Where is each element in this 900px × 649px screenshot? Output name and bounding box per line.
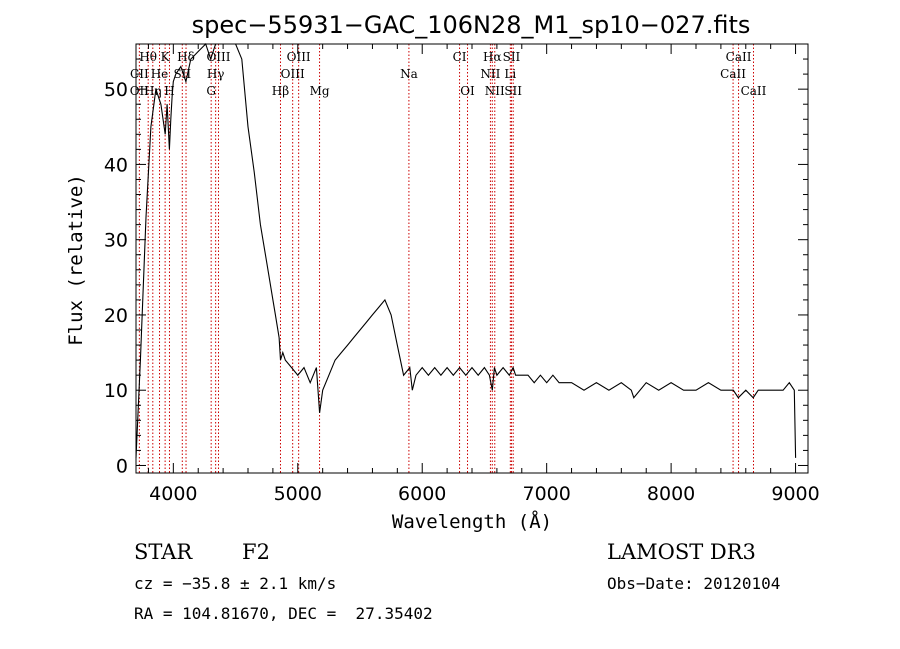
line-id-label: CaII	[720, 67, 746, 81]
y-tick-label: 30	[104, 230, 128, 252]
y-tick-label: 0	[116, 455, 128, 477]
line-id-label: Na	[400, 67, 418, 81]
line-id-label: Hα	[483, 50, 502, 64]
line-id-label: SII	[504, 84, 522, 98]
line-id-label: Hη	[144, 84, 162, 98]
line-id-label: Hθ	[139, 50, 157, 64]
object-class: STAR	[134, 540, 193, 564]
line-id-label: G	[206, 84, 216, 98]
line-id-label: OII	[130, 84, 150, 98]
line-id-label: Hγ	[207, 67, 225, 81]
line-id-label: SII	[503, 50, 521, 64]
line-id-label: Mg	[310, 84, 330, 98]
y-tick-label: 10	[104, 380, 128, 402]
obs-date: Obs−Date: 20120104	[607, 574, 781, 593]
x-tick-label: 9000	[771, 483, 819, 505]
x-tick-label: 7000	[522, 483, 570, 505]
line-markers	[138, 44, 754, 473]
line-id-label: NII	[480, 67, 500, 81]
survey-name: LAMOST DR3	[607, 540, 756, 564]
line-id-label: SII	[173, 67, 191, 81]
line-id-label: Hδ	[177, 50, 195, 64]
x-tick-label: 4000	[149, 483, 197, 505]
line-id-label: CI	[453, 50, 467, 64]
line-id-label: CaII	[741, 84, 767, 98]
y-axis-label: Flux (relative)	[65, 174, 87, 346]
object-subclass: F2	[242, 540, 270, 564]
y-tick-label: 40	[104, 154, 128, 176]
line-id-label: OIII	[281, 67, 305, 81]
chart-title: spec−55931−GAC_106N28_M1_sp10−027.fits	[192, 11, 751, 39]
line-id-label: OIII	[206, 50, 230, 64]
spectrum-line	[135, 42, 797, 458]
line-id-label: He	[151, 67, 169, 81]
line-id-label: Hβ	[272, 84, 289, 98]
line-id-label: NII	[485, 84, 505, 98]
x-axis-label: Wavelength (Å)	[392, 510, 552, 533]
line-id-label: H	[164, 84, 174, 98]
line-id-label: CaII	[726, 50, 752, 64]
x-tick-label: 6000	[398, 483, 446, 505]
axis-ticks: 4000 5000 6000 7000 8000 9000 0 10 20 30 40 50	[104, 44, 820, 505]
y-tick-label: 20	[104, 305, 128, 327]
line-id-label: OI	[460, 84, 475, 98]
redshift-cz: cz = −35.8 ± 2.1 km/s	[134, 574, 337, 593]
line-id-label: CII	[130, 67, 149, 81]
plot-frame	[135, 43, 809, 474]
line-id-label: K	[161, 50, 171, 64]
line-id-label: Li	[504, 67, 516, 81]
x-tick-label: 8000	[647, 483, 695, 505]
coordinates: RA = 104.81670, DEC = 27.35402	[134, 604, 433, 623]
line-id-label: OIII	[287, 50, 311, 64]
y-tick-label: 50	[104, 79, 128, 101]
x-tick-label: 5000	[274, 483, 322, 505]
